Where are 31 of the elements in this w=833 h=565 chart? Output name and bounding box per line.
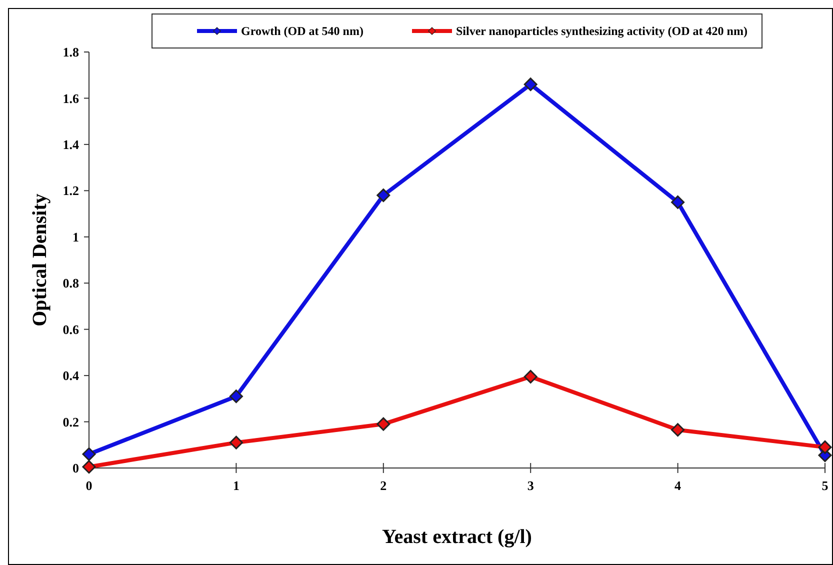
y-tick-label: 0 [72, 460, 79, 476]
x-tick-label: 1 [232, 478, 240, 493]
y-tick-label: 1.2 [62, 183, 79, 198]
y-tick-label: 1.4 [62, 136, 80, 152]
point [82, 460, 96, 474]
point [229, 436, 243, 450]
y-tick-label: 1 [72, 229, 79, 244]
y-tick-label: 0.8 [62, 276, 80, 291]
x-tick-label: 5 [822, 478, 829, 493]
point [229, 390, 243, 404]
x-tick-label: 2 [380, 478, 387, 493]
legend-label: Silver nanoparticles synthesizing activity (OD at 420 nm) [456, 24, 748, 38]
y-tick-label: 1.8 [62, 44, 80, 60]
point [671, 195, 685, 209]
legend-label: Growth (OD at 540 nm) [241, 24, 364, 38]
point [671, 423, 685, 437]
point [524, 370, 538, 384]
point [818, 440, 832, 454]
y-tick-label: 0.2 [62, 414, 79, 430]
x-tick-label: 0 [86, 478, 92, 493]
point [376, 417, 390, 431]
point [376, 188, 390, 202]
x-tick-label: 4 [674, 478, 682, 493]
y-tick-label: 1.6 [62, 90, 80, 106]
x-tick-label: 3 [527, 478, 534, 493]
x-axis-title: Yeast extract (g/l) [382, 526, 532, 548]
point [524, 78, 538, 92]
y-tick-label: 0.4 [62, 368, 80, 384]
y-axis-title: Optical Density [29, 194, 51, 326]
point [82, 447, 96, 461]
y-tick-label: 0.6 [62, 322, 80, 337]
